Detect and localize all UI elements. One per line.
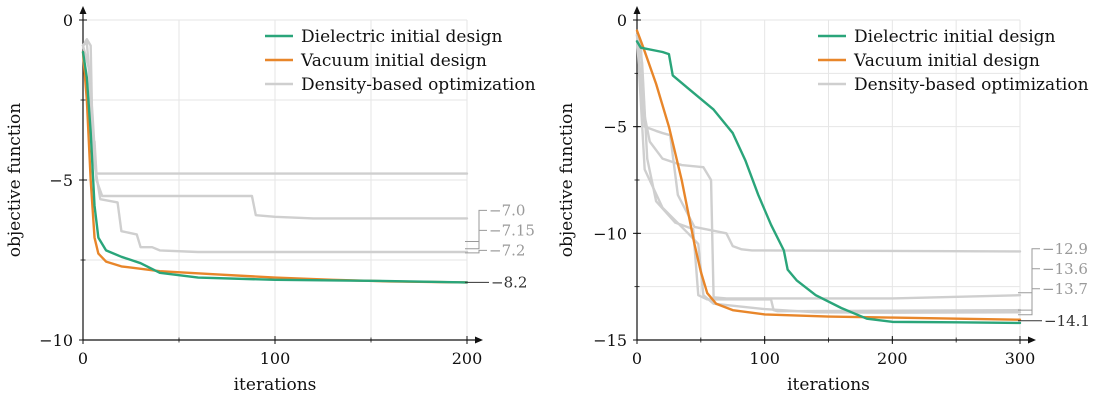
y-tick-label: −10 bbox=[39, 331, 73, 350]
y-tick-label: −5 bbox=[603, 118, 627, 137]
y-tick-label: −10 bbox=[593, 224, 627, 243]
legend-label: Density-based optimization bbox=[854, 75, 1089, 95]
legend-label: Dielectric initial design bbox=[301, 27, 503, 47]
end-label-connector bbox=[1018, 288, 1040, 316]
legend-label: Dielectric initial design bbox=[854, 27, 1056, 47]
series-line-dielectric-0 bbox=[81, 50, 469, 284]
end-labels: −7.0 −7.15 −7.2 −8.2 bbox=[465, 201, 535, 291]
y-tick-label: 0 bbox=[617, 11, 627, 30]
y-axis-title: objective function bbox=[5, 103, 25, 258]
x-tick-label: 100 bbox=[749, 349, 780, 368]
legend-label: Vacuum initial design bbox=[300, 51, 487, 71]
end-label: −13.7 bbox=[1042, 280, 1088, 298]
end-label: −7.0 bbox=[489, 201, 525, 219]
y-axis-title: objective function bbox=[557, 103, 577, 258]
series-line-density-4 bbox=[81, 44, 469, 254]
series-line-density-4 bbox=[635, 33, 1022, 253]
x-tick-label: 100 bbox=[260, 349, 291, 368]
x-tick-label: 200 bbox=[877, 349, 908, 368]
legend: Dielectric initial design Vacuum initial … bbox=[265, 27, 536, 95]
end-label-connector bbox=[465, 249, 487, 254]
x-axis-arrow-icon bbox=[475, 336, 483, 344]
x-tick-label: 0 bbox=[632, 349, 642, 368]
series-line-vacuum-1 bbox=[635, 29, 1022, 321]
end-label-connector bbox=[465, 209, 487, 242]
x-tick-label: 200 bbox=[452, 349, 483, 368]
end-label: −7.2 bbox=[489, 241, 525, 259]
end-labels: −12.9 −13.6 −13.7 −14.1 bbox=[1018, 240, 1090, 330]
series-line-density-5 bbox=[635, 33, 1022, 314]
end-label: −12.9 bbox=[1042, 240, 1088, 258]
x-tick-label: 0 bbox=[78, 349, 88, 368]
legend-label: Density-based optimization bbox=[301, 75, 536, 95]
y-tick-label: −15 bbox=[593, 331, 627, 350]
y-tick-label: −5 bbox=[49, 171, 73, 190]
x-axis-arrow-icon bbox=[1028, 336, 1036, 344]
y-axis-arrow-icon bbox=[633, 6, 641, 14]
series-group bbox=[81, 38, 469, 284]
x-axis-title: iterations bbox=[787, 375, 870, 395]
series-line-dielectric-0 bbox=[635, 40, 1022, 325]
end-label: −14.1 bbox=[1044, 312, 1090, 330]
end-label: −8.2 bbox=[491, 273, 527, 291]
chart-left: 0 100 200 0 −5 −10 iterations objective functio… bbox=[5, 6, 536, 395]
legend: Dielectric initial design Vacuum initial … bbox=[818, 27, 1089, 95]
x-tick-label: 300 bbox=[1005, 349, 1036, 368]
series-group bbox=[635, 29, 1022, 325]
y-tick-label: 0 bbox=[63, 11, 73, 30]
end-label-connector bbox=[1018, 268, 1040, 311]
end-label-connector bbox=[1018, 248, 1040, 294]
end-label: −13.6 bbox=[1042, 260, 1088, 278]
chart-right: 0 100 200 300 0 −5 −10 −15 iterations objective f… bbox=[557, 6, 1090, 395]
end-label: −7.15 bbox=[489, 221, 535, 239]
end-label-connector bbox=[465, 229, 487, 250]
y-axis-arrow-icon bbox=[79, 6, 87, 14]
x-axis-title: iterations bbox=[234, 375, 317, 395]
axes: 0 100 200 300 0 −5 −10 −15 bbox=[593, 6, 1036, 368]
legend-label: Vacuum initial design bbox=[853, 51, 1040, 71]
